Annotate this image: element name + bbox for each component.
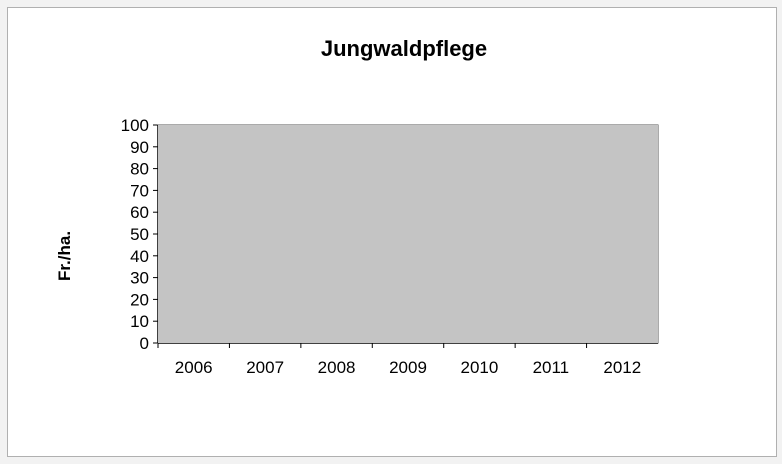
y-tick-label: 60 <box>130 203 149 222</box>
y-tick-label: 100 <box>121 116 149 135</box>
y-tick-label: 20 <box>130 290 149 309</box>
y-tick-label: 50 <box>130 225 149 244</box>
y-axis-label: Fr./ha. <box>55 231 74 281</box>
y-tick-label: 0 <box>140 334 149 353</box>
y-tick-label: 40 <box>130 247 149 266</box>
x-tick-label: 2007 <box>246 358 284 377</box>
x-tick-labels: 2006 2007 2008 2009 2010 2011 2012 <box>175 358 641 377</box>
x-tick-label: 2012 <box>603 358 641 377</box>
x-tick-label: 2010 <box>461 358 499 377</box>
chart-title: Jungwaldpflege <box>321 36 487 61</box>
x-tick-label: 2009 <box>389 358 427 377</box>
y-tick-labels: 0 10 20 30 40 50 60 70 80 90 100 <box>121 116 149 353</box>
x-tick-label: 2008 <box>318 358 356 377</box>
y-tick-label: 30 <box>130 269 149 288</box>
y-tick-label: 10 <box>130 312 149 331</box>
x-tick-label: 2006 <box>175 358 213 377</box>
y-tick-label: 70 <box>130 181 149 200</box>
y-tick-label: 80 <box>130 160 149 179</box>
plot-background <box>158 125 658 343</box>
y-tick-label: 90 <box>130 138 149 157</box>
x-tick-label: 2011 <box>533 358 570 377</box>
